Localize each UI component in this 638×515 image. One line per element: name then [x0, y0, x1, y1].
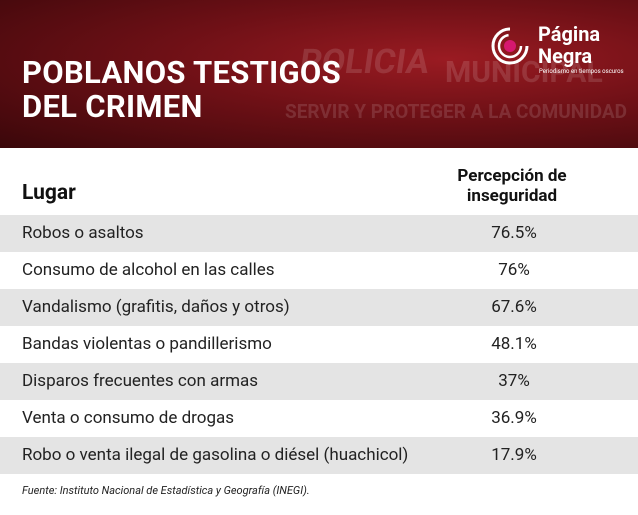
percent-cell: 37% [498, 371, 530, 391]
table-row: Venta o consumo de drogas 36.9% [0, 400, 638, 437]
column-header: Lugar [22, 181, 76, 205]
percent-cell: 17.9% [491, 445, 537, 465]
place-cell: Bandas violentas o pandillerismo [22, 334, 272, 354]
table-row: Disparos frecuentes con armas 37% [0, 363, 638, 400]
brand-name: Página [538, 22, 601, 46]
percent-cell: 48.1% [491, 334, 537, 354]
table-row: Robo o venta ilegal de gasolina o diésel… [0, 437, 638, 474]
table-row: Bandas violentas o pandillerismo 48.1% [0, 326, 638, 363]
table-row: Vandalismo (grafitis, daños y otros) 67.6… [0, 289, 638, 326]
title-line: POBLANOS TESTIGOS [22, 54, 341, 91]
column-header: Percepción de inseguridad [457, 166, 567, 206]
header-banner: POLICIA MUNICIPAL SERVIR Y PROTEGER A LA… [0, 0, 638, 148]
brand-logo [491, 27, 529, 65]
place-cell: Robos o asaltos [22, 223, 144, 243]
place-cell: Disparos frecuentes con armas [22, 371, 259, 391]
percent-cell: 36.9% [491, 408, 537, 428]
table-row: Consumo de alcohol en las calles 76% [0, 252, 638, 289]
source-note: Fuente: Instituto Nacional de Estadístic… [22, 484, 310, 497]
percent-cell: 67.6% [491, 297, 537, 317]
place-cell: Vandalismo (grafitis, daños y otros) [22, 297, 290, 317]
percent-cell: 76.5% [491, 223, 537, 243]
place-cell: Robo o venta ilegal de gasolina o diésel… [22, 445, 409, 465]
place-cell: Consumo de alcohol en las calles [22, 260, 275, 280]
table-row: Robos o asaltos 76.5% [0, 215, 638, 252]
title-line: DEL CRIMEN [22, 88, 203, 125]
background-text: SERVIR Y PROTEGER A LA COMUNIDAD [285, 100, 627, 123]
background-text: MUNICIPAL [445, 55, 603, 90]
place-cell: Venta o consumo de drogas [22, 408, 235, 428]
brand-name: Negra [538, 44, 593, 68]
brand-tagline: Periodismo en tiempos oscuros [539, 68, 624, 75]
percent-cell: 76% [498, 260, 530, 280]
